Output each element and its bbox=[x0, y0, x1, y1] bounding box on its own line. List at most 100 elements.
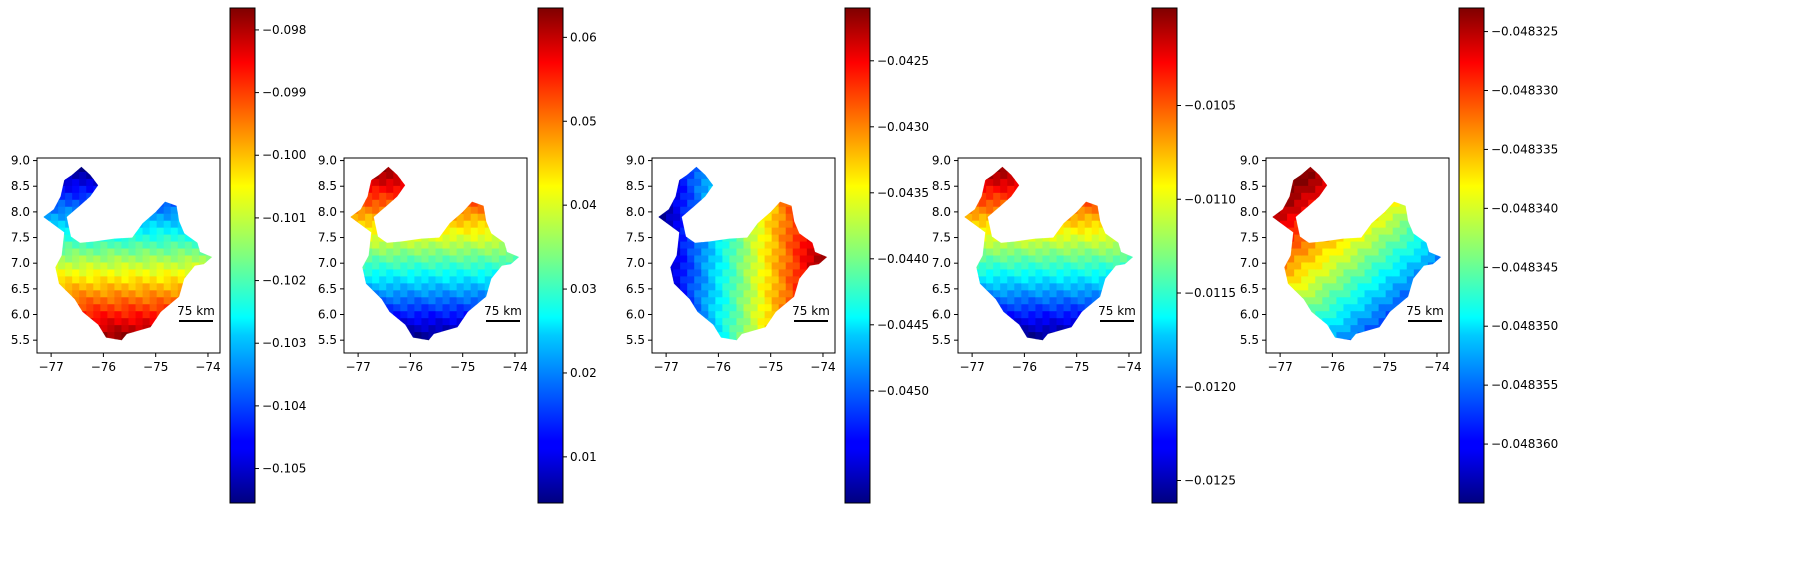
region-cell bbox=[428, 283, 437, 291]
region-cell bbox=[477, 262, 486, 271]
region-cell bbox=[1112, 339, 1121, 341]
region-cell bbox=[680, 199, 688, 208]
region-cell bbox=[722, 171, 731, 180]
region-cell bbox=[687, 220, 695, 229]
region-cell bbox=[1098, 234, 1107, 243]
region-cell bbox=[177, 171, 186, 180]
region-cell bbox=[142, 304, 151, 312]
region-cell bbox=[156, 283, 165, 291]
region-cell bbox=[400, 269, 408, 277]
region-cell bbox=[351, 206, 359, 215]
region-cell bbox=[386, 304, 394, 312]
region-cell bbox=[964, 304, 966, 312]
region-cell bbox=[351, 325, 359, 333]
region-cell bbox=[743, 297, 752, 305]
region-cell bbox=[1092, 158, 1100, 166]
region-cell bbox=[100, 255, 108, 264]
region-cell bbox=[1273, 241, 1281, 250]
region-cell bbox=[1350, 213, 1359, 222]
region-cell bbox=[456, 199, 465, 208]
region-cell bbox=[184, 178, 193, 187]
region-cell bbox=[659, 269, 667, 277]
region-cell bbox=[51, 206, 59, 215]
region-cell bbox=[520, 339, 528, 347]
region-cell bbox=[149, 248, 158, 257]
region-cell bbox=[1000, 325, 1008, 333]
colorbar-tick-label: −0.100 bbox=[262, 148, 306, 162]
region-cell bbox=[1070, 311, 1079, 319]
region-cell bbox=[1056, 185, 1065, 194]
region-cell bbox=[1000, 297, 1008, 305]
region-cell bbox=[505, 248, 514, 257]
region-cell bbox=[407, 178, 415, 187]
region-cell bbox=[778, 325, 787, 333]
region-cell bbox=[51, 213, 59, 222]
region-cell bbox=[386, 332, 394, 340]
region-cell bbox=[1385, 332, 1394, 340]
colorbar-tick-label: 0.02 bbox=[570, 366, 597, 380]
region-cell bbox=[128, 206, 137, 215]
region-cell bbox=[659, 241, 667, 250]
region-cell bbox=[1049, 192, 1058, 201]
region-cell bbox=[72, 185, 80, 194]
region-cell bbox=[498, 269, 507, 277]
region-cell bbox=[666, 318, 674, 326]
region-cell bbox=[666, 158, 674, 166]
region-cell bbox=[993, 262, 1001, 271]
region-cell bbox=[1280, 206, 1288, 215]
region-cell bbox=[666, 178, 674, 187]
region-cell bbox=[1126, 199, 1134, 208]
region-cell bbox=[1063, 276, 1072, 284]
region-cell bbox=[72, 178, 80, 187]
region-cell bbox=[1091, 220, 1100, 229]
region-cell bbox=[687, 158, 695, 166]
y-tick-label: 5.5 bbox=[932, 333, 951, 347]
region-cell bbox=[1378, 297, 1387, 305]
region-cell bbox=[1134, 165, 1142, 173]
region-cell bbox=[680, 276, 688, 284]
region-cell bbox=[820, 262, 828, 271]
region-cell bbox=[764, 283, 773, 291]
region-cell bbox=[750, 241, 759, 250]
region-cell bbox=[708, 262, 716, 271]
region-cell bbox=[1442, 186, 1450, 194]
region-cell bbox=[512, 325, 520, 333]
region-cell bbox=[1077, 248, 1086, 257]
region-cell bbox=[820, 255, 828, 264]
region-cell bbox=[365, 311, 373, 319]
region-cell bbox=[135, 220, 144, 229]
region-cell bbox=[1272, 248, 1274, 257]
region-cell bbox=[1134, 256, 1142, 264]
region-cell bbox=[1077, 262, 1086, 271]
region-cell bbox=[442, 269, 451, 277]
region-cell bbox=[372, 304, 380, 312]
region-cell bbox=[729, 311, 738, 319]
region-cell bbox=[505, 220, 514, 229]
region-cell bbox=[72, 318, 80, 326]
region-cell bbox=[986, 158, 994, 166]
region-cell bbox=[1399, 178, 1408, 187]
region-cell bbox=[1007, 332, 1015, 340]
colorbar-tick-label: −0.048325 bbox=[1491, 25, 1558, 39]
region-cell bbox=[505, 234, 514, 243]
region-cell bbox=[1413, 185, 1422, 194]
region-cell bbox=[1322, 339, 1330, 341]
region-cell bbox=[1428, 158, 1436, 166]
region-cell bbox=[477, 255, 486, 264]
region-cell bbox=[1336, 311, 1345, 319]
region-cell bbox=[379, 290, 387, 298]
region-cell bbox=[1272, 206, 1274, 215]
region-cell bbox=[1385, 220, 1394, 229]
region-cell bbox=[792, 178, 801, 187]
region-cell bbox=[1322, 325, 1330, 333]
region-cell bbox=[806, 199, 815, 208]
region-cell bbox=[198, 220, 207, 229]
region-cell bbox=[163, 192, 172, 201]
region-cell bbox=[1042, 339, 1051, 341]
region-cell bbox=[715, 269, 723, 277]
region-cell bbox=[372, 318, 380, 326]
region-cell bbox=[365, 220, 373, 229]
region-cell bbox=[1399, 234, 1408, 243]
region-cell bbox=[729, 178, 738, 187]
map-axes: −77 −76 −75 −745.56.06.57.07.58.08.59.075 k… bbox=[11, 154, 221, 374]
